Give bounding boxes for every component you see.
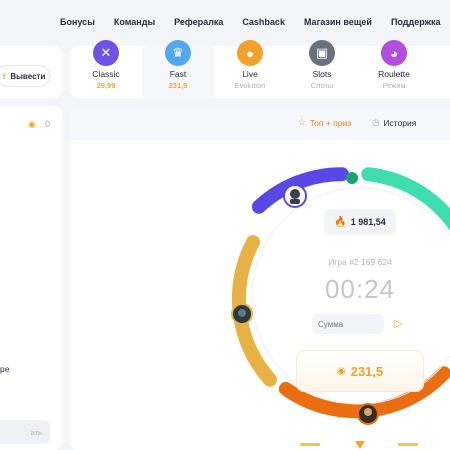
hot-value: 1 981,54 (350, 217, 386, 227)
round-timer: 00:24 (324, 274, 396, 304)
crossed-swords-icon: ✕ (93, 40, 119, 66)
mode-slots[interactable]: ▣ Slots Слоты (286, 40, 358, 98)
fire-icon: 🔥 (334, 216, 347, 228)
mode-name: Roulette (378, 69, 410, 79)
mode-classic[interactable]: ✕ Classic 29,99 (70, 40, 142, 98)
place-bet-button[interactable]: ▷ (388, 313, 408, 333)
game-toolbar (70, 106, 450, 140)
user-icon: ● (237, 40, 263, 66)
wheel-indicator-left (300, 443, 320, 446)
top-nav: Бонусы Команды Рефералка Cashback Магази… (0, 0, 450, 44)
top-prize-label: Топ + приз (309, 117, 352, 128)
mode-sub: Слоты (310, 81, 334, 90)
mode-name: Slots (312, 69, 332, 79)
history-label: История (383, 117, 417, 128)
side-panel: ◉ 0 ре ать (0, 106, 62, 450)
bet-amount-input[interactable] (312, 314, 384, 334)
nav-shop[interactable]: Магазин вещей (303, 17, 372, 27)
bank-box: ◉ 231,5 (296, 350, 424, 392)
mode-name: Classic (92, 69, 120, 79)
nav-teams[interactable]: Команды (113, 17, 156, 27)
game-modes: ✕ Classic 29,99 ♛ Fast 231,5 ● Live Evol… (70, 40, 450, 98)
wheel-inner-ring (251, 187, 450, 405)
clock-icon: ◷ (372, 117, 380, 127)
game-panel: ☆ Топ + приз ◷ История (70, 106, 450, 450)
coins-icon: ◉ (28, 119, 36, 129)
mode-sub: 29,99 (96, 81, 116, 90)
nav-referral[interactable]: Рефералка (174, 17, 224, 27)
mode-name: Live (242, 69, 258, 79)
wheel-indicator-right (398, 443, 418, 446)
player-avatar-1 (283, 184, 307, 208)
coins-icon: ◉ (336, 365, 346, 377)
side-action-button[interactable]: ать (0, 420, 50, 444)
side-text: ре (0, 364, 10, 374)
wheel-segment-green (346, 172, 358, 184)
bank-value: 231,5 (350, 363, 384, 379)
roulette-icon: ◕ (381, 40, 407, 66)
player-avatar-3 (357, 403, 379, 425)
mode-live[interactable]: ● Live Evolution (214, 40, 286, 98)
mode-name: Fast (169, 69, 187, 79)
side-balance: 0 (45, 119, 51, 129)
nav-cashback[interactable]: Cashback (242, 17, 285, 27)
mode-roulette[interactable]: ◕ Roulette Режим (358, 40, 430, 98)
mode-sub: 231,5 (168, 81, 188, 90)
game-number: Игра #2 169 624 (328, 257, 392, 267)
star-icon: ☆ (298, 117, 306, 127)
wallet-card: ⇪ Вывести (0, 46, 62, 98)
withdraw-icon: ⇪ (0, 71, 8, 81)
wheel-pointer (355, 441, 365, 449)
nav-support[interactable]: Поддержка (390, 17, 441, 27)
hot-value-box: 🔥 1 981,54 (324, 209, 396, 235)
nav-bonuses[interactable]: Бонусы (60, 17, 95, 27)
wheel-segment-purple (251, 167, 349, 214)
mode-sub: Evolution (234, 81, 266, 90)
game-wheel (231, 167, 450, 449)
top-prize-link[interactable]: ☆ Топ + приз (298, 117, 351, 128)
mode-fast[interactable]: ♛ Fast 231,5 (142, 40, 214, 98)
mode-sub: Режим (382, 81, 406, 90)
player-avatar-2 (231, 303, 253, 325)
crown-icon: ♛ (165, 40, 191, 66)
withdraw-label: Вывести (10, 71, 46, 81)
withdraw-button[interactable]: ⇪ Вывести (0, 65, 50, 87)
cards-icon: ▣ (309, 40, 335, 66)
play-icon: ▷ (393, 317, 403, 330)
history-link[interactable]: ◷ История (372, 117, 416, 128)
wheel-segment-mint (361, 167, 450, 232)
